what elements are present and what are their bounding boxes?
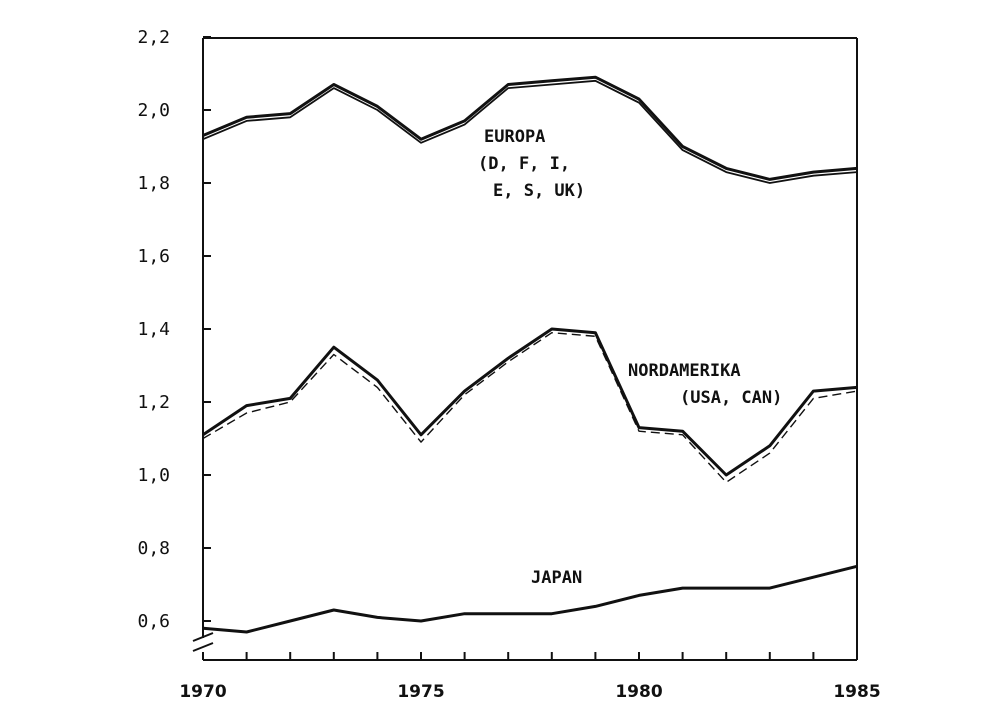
y-tick-label: 1,2 (137, 392, 170, 413)
y-tick-label: 0,8 (137, 538, 170, 559)
series-line-nordamerika-dashed (202, 332, 858, 483)
annotation-nordamerika-line-2: (USA, CAN) (680, 388, 782, 408)
series-lines (202, 75, 858, 634)
x-axis: 1970 1975 1980 1985 (179, 652, 881, 702)
series-line-nordamerika-solid (202, 327, 858, 477)
y-tick-label: 1,4 (137, 319, 170, 340)
y-tick-label: 2,0 (137, 100, 170, 121)
x-tick-label: 1970 (179, 682, 226, 702)
annotation-nordamerika-line-1: NORDAMERIKA (628, 361, 741, 381)
plot-frame (192, 37, 858, 661)
annotation-europa: EUROPA (D, F, I, E, S, UK) (478, 127, 585, 201)
annotation-japan-label: JAPAN (531, 568, 582, 588)
y-axis: 0,6 0,8 1,0 1,2 1,4 1,6 1,8 2,0 2,2 (137, 27, 211, 632)
x-tick-label: 1980 (615, 682, 662, 702)
annotation-japan: JAPAN (531, 568, 582, 588)
annotation-nordamerika: NORDAMERIKA (USA, CAN) (628, 361, 782, 408)
annotation-europa-line-3: E, S, UK) (493, 181, 585, 201)
annotation-europa-line-2: (D, F, I, (478, 154, 570, 174)
series-line-europa-2 (202, 79, 858, 184)
y-tick-label: 1,8 (137, 173, 170, 194)
y-tick-label: 1,6 (137, 246, 170, 267)
x-tick-label: 1985 (833, 682, 880, 702)
axis-break-mark (192, 632, 214, 652)
annotation-europa-line-1: EUROPA (484, 127, 545, 147)
x-tick-label: 1975 (397, 682, 444, 702)
series-line-europa-1 (202, 75, 858, 181)
y-tick-label: 1,0 (137, 465, 170, 486)
y-tick-label: 0,6 (137, 611, 170, 632)
y-tick-label: 2,2 (137, 27, 170, 48)
series-line-japan (202, 564, 858, 634)
